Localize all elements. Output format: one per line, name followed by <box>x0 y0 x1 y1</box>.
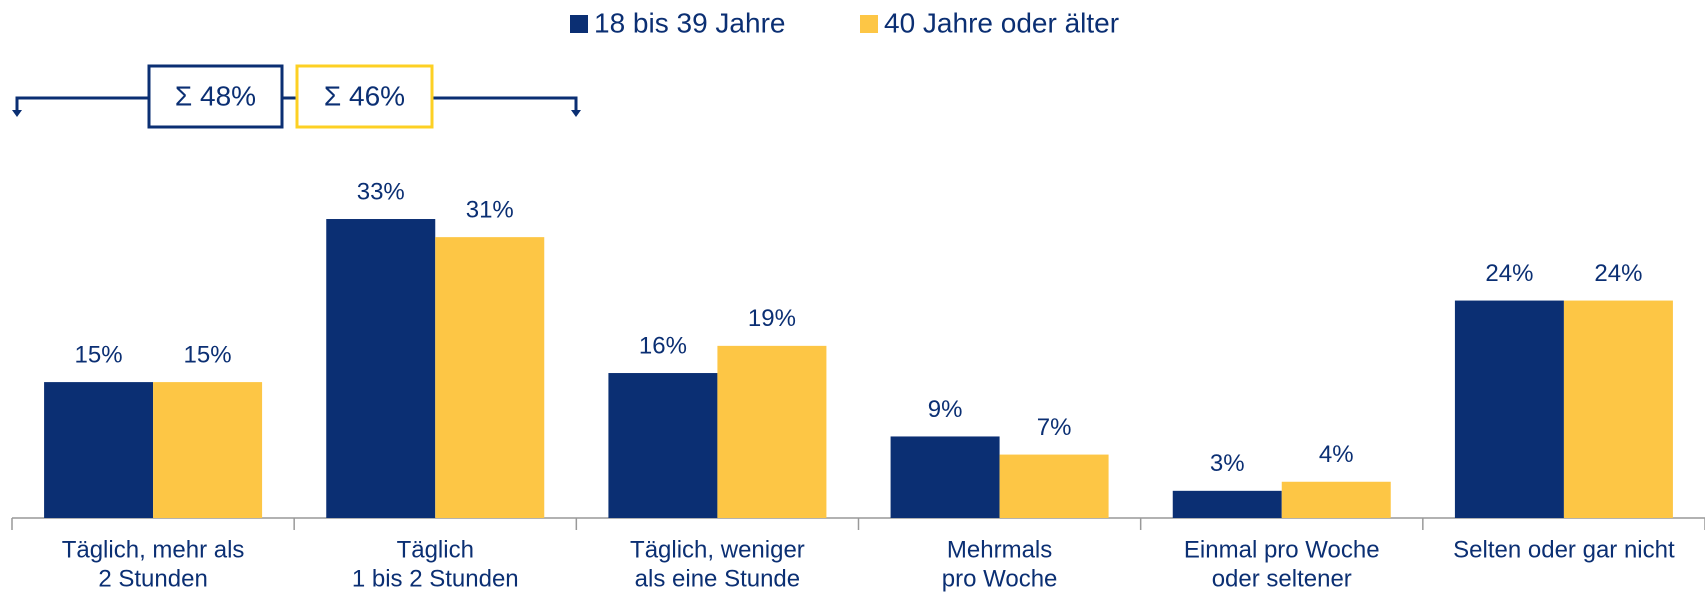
bar <box>44 382 154 518</box>
x-tick-label: Einmal pro Woche <box>1184 536 1380 563</box>
bar <box>435 237 545 518</box>
x-tick-label: Täglich <box>397 536 474 563</box>
bar <box>608 373 718 518</box>
x-tick-label: 2 Stunden <box>98 565 207 592</box>
bar <box>999 454 1109 518</box>
value-label: 16% <box>639 332 687 359</box>
x-tick-label: Selten oder gar nicht <box>1453 536 1675 563</box>
x-tick-label: oder seltener <box>1212 565 1352 592</box>
annotation-box <box>295 64 434 129</box>
bar <box>153 382 263 518</box>
value-label: 33% <box>357 178 405 205</box>
value-label: 24% <box>1485 260 1533 287</box>
x-tick-label: als eine Stunde <box>635 565 800 592</box>
value-label: 31% <box>466 196 514 223</box>
value-label: 19% <box>748 305 796 332</box>
legend-label: 18 bis 39 Jahre <box>594 7 785 38</box>
legend-swatch <box>860 15 878 33</box>
x-tick-label: pro Woche <box>942 565 1058 592</box>
value-label: 15% <box>75 341 123 368</box>
legend-swatch <box>570 15 588 33</box>
legend-label: 40 Jahre oder älter <box>884 7 1119 38</box>
annotation-text: Σ 46% <box>324 80 405 111</box>
value-label: 24% <box>1594 260 1642 287</box>
bar <box>1281 481 1391 518</box>
bar <box>1563 300 1673 518</box>
annotation-text: Σ 48% <box>175 80 256 111</box>
x-tick-label: Täglich, mehr als <box>62 536 245 563</box>
bar <box>1454 300 1564 518</box>
x-tick-label: Täglich, weniger <box>630 536 805 563</box>
x-tick-label: 1 bis 2 Stunden <box>352 565 519 592</box>
value-label: 3% <box>1210 450 1245 477</box>
bar <box>890 436 1000 518</box>
value-label: 9% <box>928 396 963 423</box>
value-label: 15% <box>184 341 232 368</box>
bar <box>1172 490 1282 518</box>
bar <box>717 345 827 518</box>
value-label: 4% <box>1319 441 1354 468</box>
annotation-box <box>147 64 284 129</box>
bar <box>326 219 436 518</box>
value-label: 7% <box>1037 414 1072 441</box>
x-tick-label: Mehrmals <box>947 536 1052 563</box>
